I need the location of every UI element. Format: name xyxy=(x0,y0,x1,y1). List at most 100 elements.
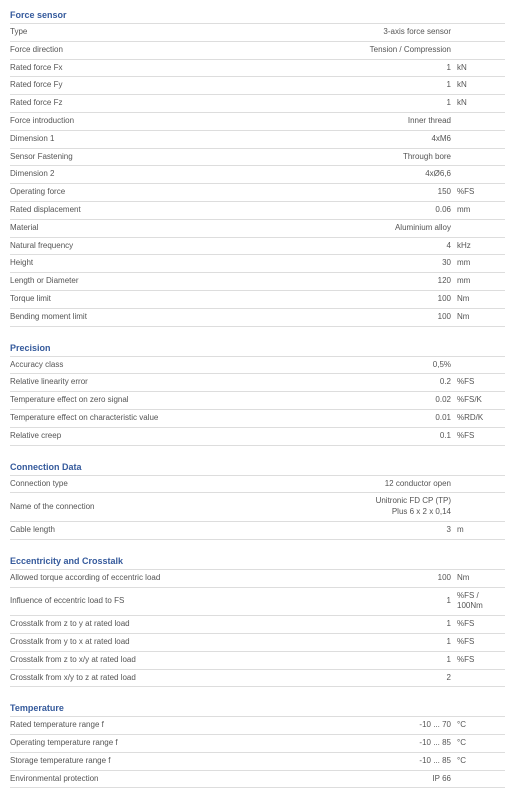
spec-section: TemperatureRated temperature range f-10 … xyxy=(10,699,505,788)
spec-row: Sensor FasteningThrough bore xyxy=(10,149,505,167)
spec-value: 4xØ6,6 xyxy=(362,169,457,180)
spec-label: Storage temperature range f xyxy=(10,756,362,767)
spec-value: 100 xyxy=(362,294,457,305)
spec-value: 12 conductor open xyxy=(362,479,457,490)
spec-row: Crosstalk from x/y to z at rated load2 xyxy=(10,670,505,688)
spec-value: 0.1 xyxy=(362,431,457,442)
spec-label: Crosstalk from x/y to z at rated load xyxy=(10,673,362,684)
spec-value: 120 xyxy=(362,276,457,287)
spec-row: Temperature effect on zero signal0.02%FS… xyxy=(10,392,505,410)
spec-label: Rated temperature range f xyxy=(10,720,362,731)
section-title: Eccentricity and Crosstalk xyxy=(10,552,505,570)
spec-unit: Nm xyxy=(457,312,505,323)
spec-label: Crosstalk from z to x/y at rated load xyxy=(10,655,362,666)
spec-value: 1 xyxy=(362,637,457,648)
spec-row: Crosstalk from y to x at rated load1%FS xyxy=(10,634,505,652)
spec-unit: %FS xyxy=(457,377,505,388)
spec-row: Force directionTension / Compression xyxy=(10,42,505,60)
spec-unit: kHz xyxy=(457,241,505,252)
spec-unit: kN xyxy=(457,98,505,109)
spec-row: Allowed torque according of eccentric lo… xyxy=(10,570,505,588)
spec-value: Tension / Compression xyxy=(362,45,457,56)
spec-value: 0.01 xyxy=(362,413,457,424)
spec-row: Rated force Fx1kN xyxy=(10,60,505,78)
spec-label: Material xyxy=(10,223,362,234)
section-title: Connection Data xyxy=(10,458,505,476)
spec-label: Rated force Fz xyxy=(10,98,362,109)
spec-value: Through bore xyxy=(362,152,457,163)
spec-unit: mm xyxy=(457,205,505,216)
spec-label: Height xyxy=(10,258,362,269)
spec-unit: %FS xyxy=(457,431,505,442)
spec-row: Bending moment limit100Nm xyxy=(10,309,505,327)
spec-unit: Nm xyxy=(457,573,505,584)
spec-value: 4xM6 xyxy=(362,134,457,145)
spec-label: Rated force Fy xyxy=(10,80,362,91)
spec-row: Torque limit100Nm xyxy=(10,291,505,309)
spec-label: Crosstalk from z to y at rated load xyxy=(10,619,362,630)
spec-row: Rated temperature range f-10 ... 70°C xyxy=(10,717,505,735)
spec-value: 0.02 xyxy=(362,395,457,406)
spec-value: 3-axis force sensor xyxy=(362,27,457,38)
spec-row: Crosstalk from z to x/y at rated load1%F… xyxy=(10,652,505,670)
spec-unit: kN xyxy=(457,63,505,74)
spec-unit: %FS xyxy=(457,655,505,666)
spec-section: Connection DataConnection type12 conduct… xyxy=(10,458,505,540)
spec-row: Crosstalk from z to y at rated load1%FS xyxy=(10,616,505,634)
spec-label: Dimension 1 xyxy=(10,134,362,145)
spec-row: MaterialAluminium alloy xyxy=(10,220,505,238)
spec-value: 4 xyxy=(362,241,457,252)
spec-row: Operating temperature range f-10 ... 85°… xyxy=(10,735,505,753)
spec-label: Sensor Fastening xyxy=(10,152,362,163)
spec-value: -10 ... 85 xyxy=(362,738,457,749)
spec-label: Length or Diameter xyxy=(10,276,362,287)
spec-label: Torque limit xyxy=(10,294,362,305)
spec-row: Temperature effect on characteristic val… xyxy=(10,410,505,428)
spec-unit: mm xyxy=(457,258,505,269)
spec-label: Type xyxy=(10,27,362,38)
spec-row: Length or Diameter120mm xyxy=(10,273,505,291)
spec-sheet: Force sensorType3-axis force sensorForce… xyxy=(10,6,505,788)
spec-value: 1 xyxy=(362,63,457,74)
spec-label: Cable length xyxy=(10,525,362,536)
spec-value: 0.2 xyxy=(362,377,457,388)
spec-value: 100 xyxy=(362,312,457,323)
spec-label: Rated displacement xyxy=(10,205,362,216)
spec-row: Natural frequency4kHz xyxy=(10,238,505,256)
spec-unit: %FS / 100Nm xyxy=(457,591,505,613)
spec-value: 0.06 xyxy=(362,205,457,216)
section-title: Temperature xyxy=(10,699,505,717)
spec-unit: Nm xyxy=(457,294,505,305)
spec-value: 1 xyxy=(362,80,457,91)
spec-row: Environmental protectionIP 66 xyxy=(10,771,505,789)
spec-label: Bending moment limit xyxy=(10,312,362,323)
spec-value: -10 ... 85 xyxy=(362,756,457,767)
spec-section: Eccentricity and Crosstalk Allowed torque… xyxy=(10,552,505,688)
spec-row: Rated displacement0.06mm xyxy=(10,202,505,220)
spec-label: Operating temperature range f xyxy=(10,738,362,749)
spec-unit: m xyxy=(457,525,505,536)
spec-row: Storage temperature range f-10 ... 85°C xyxy=(10,753,505,771)
spec-unit: °C xyxy=(457,720,505,731)
spec-label: Accuracy class xyxy=(10,360,362,371)
spec-value: 30 xyxy=(362,258,457,269)
spec-row: Operating force150%FS xyxy=(10,184,505,202)
spec-unit: °C xyxy=(457,756,505,767)
spec-value: 1 xyxy=(362,98,457,109)
spec-row: Connection type12 conductor open xyxy=(10,476,505,494)
spec-label: Relative creep xyxy=(10,431,362,442)
spec-label: Dimension 2 xyxy=(10,169,362,180)
spec-label: Relative linearity error xyxy=(10,377,362,388)
spec-value: Inner thread xyxy=(362,116,457,127)
spec-row: Accuracy class0,5% xyxy=(10,357,505,375)
section-title: Precision xyxy=(10,339,505,357)
spec-label: Rated force Fx xyxy=(10,63,362,74)
spec-unit: %FS/K xyxy=(457,395,505,406)
spec-row: Influence of eccentric load to FS1%FS / … xyxy=(10,588,505,617)
spec-label: Name of the connection xyxy=(10,502,362,513)
spec-value: 1 xyxy=(362,619,457,630)
spec-row: Rated force Fz1kN xyxy=(10,95,505,113)
spec-value: 1 xyxy=(362,655,457,666)
spec-label: Crosstalk from y to x at rated load xyxy=(10,637,362,648)
spec-label: Allowed torque according of eccentric lo… xyxy=(10,573,362,584)
